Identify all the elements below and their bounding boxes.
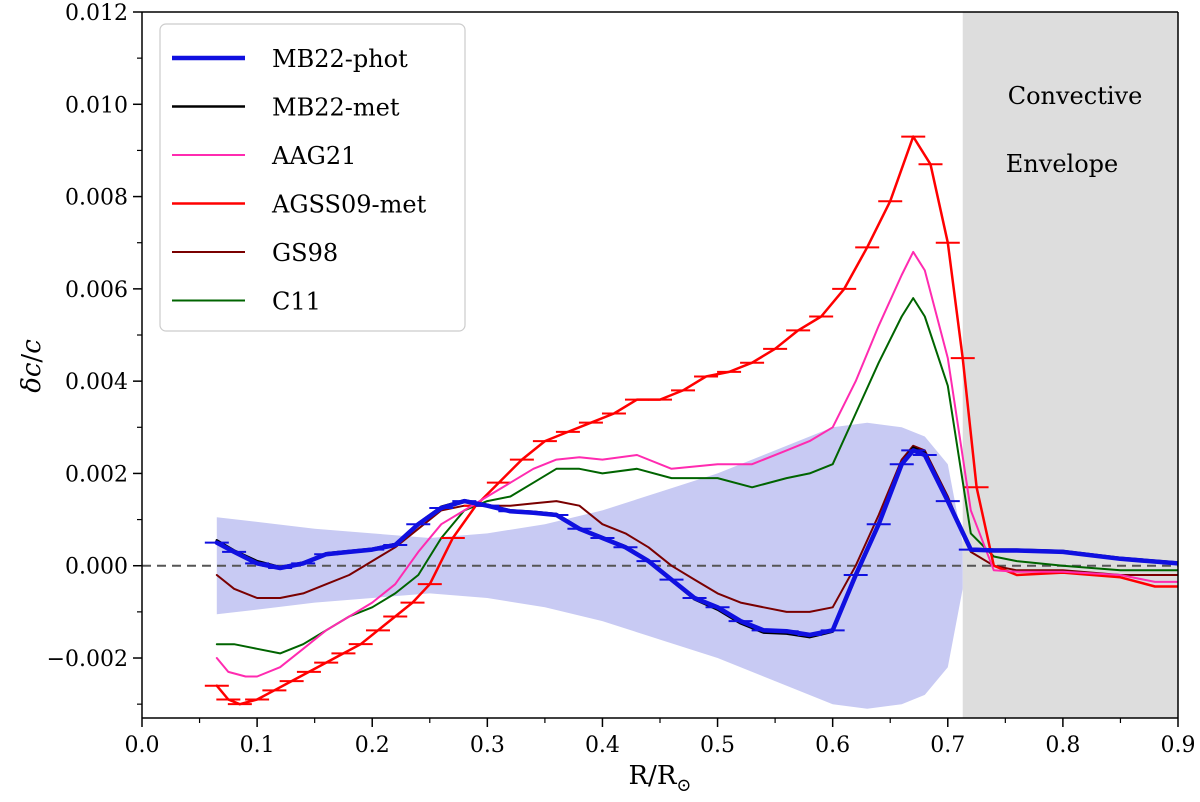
x-tick-label: 0.0 [125,733,160,758]
y-axis-label-sep: / [17,354,47,363]
y-tick-label: 0.008 [65,186,128,211]
y-axis-label: δc/c [17,339,47,393]
x-tick-label: 0.8 [1045,733,1080,758]
y-tick-label: 0.004 [65,370,128,395]
x-tick-label: 0.3 [470,733,505,758]
convective-label-line2: Envelope [1006,150,1118,178]
y-tick-label: 0.002 [65,462,128,487]
legend-label-agss09-met: AGSS09-met [271,191,427,219]
legend-label-gs98: GS98 [272,239,338,267]
x-tick-label: 0.7 [930,733,965,758]
y-axis-label-den: c [17,339,47,354]
x-tick-label: 0.6 [815,733,850,758]
x-axis-label-main: R/R [628,761,677,791]
legend-label-aag21: AAG21 [271,142,356,170]
ticks-layer: 0.0 0.1 0.2 0.3 0.4 0.5 0.6 0.7 0.8 0.9 −0.002 0.00… [47,1,1196,758]
legend-label-mb22-met: MB22-met [272,94,400,122]
y-tick-label: 0.006 [65,278,128,303]
x-tick-label: 0.9 [1161,733,1196,758]
legend-entries: MB22-phot MB22-met AAG21 AGSS09-met GS98 C11 [172,45,427,316]
x-tick-label: 0.4 [585,733,620,758]
series-line-aag21 [215,250,1178,678]
x-tick-label: 0.2 [355,733,390,758]
series-line-mb22-phot [214,448,1178,638]
y-axis-label-main: δc [17,362,47,393]
series-layer [204,135,1178,706]
legend-label-c11: C11 [272,288,321,316]
x-axis-label: R/R⊙ [628,761,691,796]
series-mb22-phot [204,448,1178,638]
series-agss09-met [204,135,1178,706]
y-tick-label: 0.000 [65,555,128,580]
series-aag21 [215,250,1178,678]
y-tick-label: 0.012 [65,1,128,26]
x-tick-label: 0.1 [240,733,275,758]
uncertainty-band-layer [216,422,963,709]
convective-label-line1: Convective [1008,82,1143,110]
y-tick-label: 0.010 [65,93,128,118]
x-tick-label: 0.5 [700,733,735,758]
legend: MB22-phot MB22-met AAG21 AGSS09-met GS98 C11 [159,23,466,332]
x-axis-label-sub: ⊙ [676,775,691,796]
legend-box [159,23,466,332]
y-tick-label: −0.002 [47,647,128,672]
uncertainty-band [216,422,963,709]
convective-zone-layer [962,12,1178,718]
convective-zone [962,12,1178,718]
legend-label-mb22-phot: MB22-phot [272,45,408,73]
